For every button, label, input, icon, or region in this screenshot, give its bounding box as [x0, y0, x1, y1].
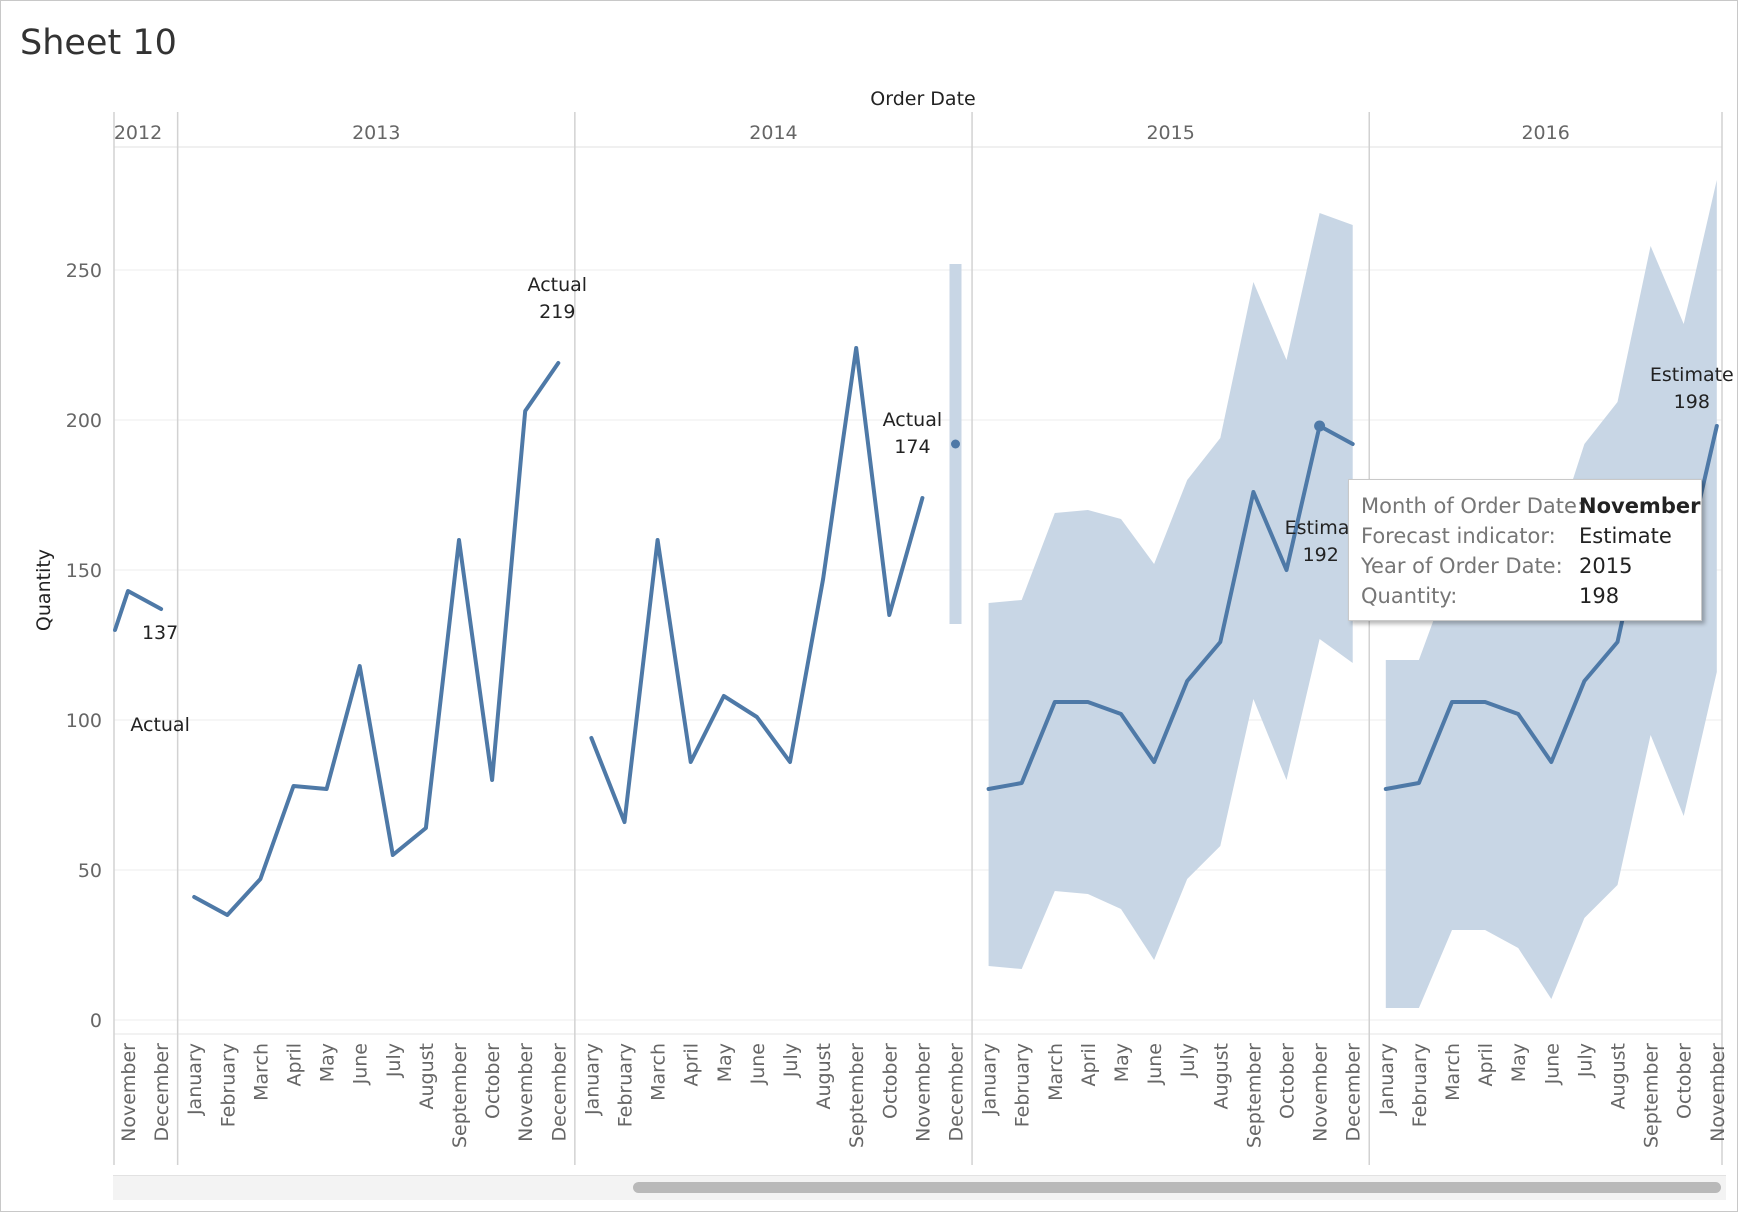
month-tick-label: July	[1574, 1043, 1596, 1078]
month-tick-label: May	[1111, 1043, 1133, 1082]
month-tick-label: April	[1078, 1043, 1100, 1086]
month-tick-label: February	[615, 1043, 637, 1127]
month-tick-label: June	[747, 1043, 769, 1085]
sheet-title: Sheet 10	[20, 23, 177, 63]
month-tick-label: November	[1310, 1043, 1332, 1142]
tooltip-value: November	[1579, 494, 1701, 518]
month-tick-label: March	[250, 1043, 272, 1101]
month-tick-label: October	[482, 1043, 504, 1119]
month-tick-label: April	[681, 1043, 703, 1086]
scrollbar-thumb[interactable]	[633, 1182, 1721, 1193]
annotation-value: 174	[894, 436, 930, 458]
tooltip-value: 2015	[1579, 554, 1633, 578]
tooltip-key: Month of Order Date:	[1361, 494, 1585, 518]
month-tick-label: June	[350, 1043, 372, 1085]
month-tick-label: November	[515, 1043, 537, 1142]
forecast-band	[988, 213, 1353, 969]
month-tick-label: December	[1343, 1043, 1365, 1142]
month-tick-label: November	[118, 1043, 140, 1142]
month-tick-label: August	[416, 1043, 438, 1110]
annotation-value: 137	[142, 622, 178, 644]
year-header: 2016	[1521, 122, 1569, 144]
month-tick-label: November	[912, 1043, 934, 1142]
month-tick-label: August	[813, 1043, 835, 1110]
horizontal-scrollbar[interactable]	[113, 1175, 1726, 1200]
month-tick-label: December	[548, 1043, 570, 1142]
month-tick-label: September	[846, 1043, 868, 1148]
month-tick-label: September	[1641, 1043, 1663, 1148]
tooltip-key: Year of Order Date:	[1361, 554, 1563, 578]
month-tick-label: August	[1210, 1043, 1232, 1110]
month-tick-label: September	[1243, 1043, 1265, 1148]
year-header: 2015	[1146, 122, 1194, 144]
month-tick-label: January	[1376, 1043, 1398, 1116]
month-tick-label: March	[1045, 1043, 1067, 1101]
month-tick-label: May	[1508, 1043, 1530, 1082]
tooltip-key: Quantity:	[1361, 584, 1458, 608]
column-header: Order Date	[870, 88, 975, 110]
year-header: 2013	[352, 122, 400, 144]
month-tick-label: April	[1475, 1043, 1497, 1086]
month-tick-label: July	[780, 1043, 802, 1078]
month-tick-label: September	[449, 1043, 471, 1148]
month-tick-label: October	[1277, 1043, 1299, 1119]
month-tick-label: February	[1409, 1043, 1431, 1127]
annotation-label: Estimate	[1650, 364, 1734, 386]
month-tick-label: May	[714, 1043, 736, 1082]
month-tick-label: December	[151, 1043, 173, 1142]
y-tick-label: 100	[66, 710, 102, 732]
month-tick-label: January	[979, 1043, 1001, 1116]
month-tick-label: November	[1707, 1043, 1729, 1142]
month-tick-label: December	[946, 1043, 968, 1142]
y-tick-label: 50	[78, 860, 102, 882]
annotation-label: Actual	[528, 274, 588, 296]
month-tick-label: October	[1674, 1043, 1696, 1119]
highlight-point	[1314, 420, 1326, 432]
year-header: 2012	[114, 122, 162, 144]
tooltip-value: Estimate	[1579, 524, 1672, 548]
actual-line	[192, 361, 561, 917]
month-tick-label: March	[1442, 1043, 1464, 1101]
tooltip-value: 198	[1579, 584, 1620, 608]
y-tick-label: 250	[66, 260, 102, 282]
month-tick-label: July	[383, 1043, 405, 1078]
actual-line	[113, 589, 164, 632]
month-tick-label: October	[879, 1043, 901, 1119]
y-tick-label: 0	[90, 1010, 102, 1032]
y-tick-label: 150	[66, 560, 102, 582]
month-tick-label: June	[1541, 1043, 1563, 1085]
month-tick-label: July	[1177, 1043, 1199, 1078]
annotation-label: Actual	[130, 714, 190, 736]
annotation-value: 198	[1674, 391, 1710, 413]
month-tick-label: January	[184, 1043, 206, 1116]
estimate-line-point	[951, 439, 960, 449]
month-tick-label: May	[317, 1043, 339, 1082]
annotation-value: 219	[539, 301, 575, 323]
actual-line	[589, 346, 925, 824]
annotation-label: Actual	[883, 409, 943, 431]
tooltip-key: Forecast indicator:	[1361, 524, 1556, 548]
annotation-label: Estimat	[1285, 517, 1357, 539]
y-axis-title: Quantity	[33, 549, 55, 631]
month-tick-label: June	[1144, 1043, 1166, 1085]
month-tick-label: January	[581, 1043, 603, 1116]
tooltip: Month of Order Date: November Forecast i…	[1348, 479, 1702, 621]
y-tick-label: 200	[66, 410, 102, 432]
month-tick-label: February	[1012, 1043, 1034, 1127]
month-tick-label: March	[648, 1043, 670, 1101]
estimate-line	[986, 424, 1355, 791]
year-header: 2014	[749, 122, 797, 144]
month-tick-label: April	[284, 1043, 306, 1086]
month-tick-label: August	[1608, 1043, 1630, 1110]
annotation-value: 192	[1303, 544, 1339, 566]
month-tick-label: February	[217, 1043, 239, 1127]
